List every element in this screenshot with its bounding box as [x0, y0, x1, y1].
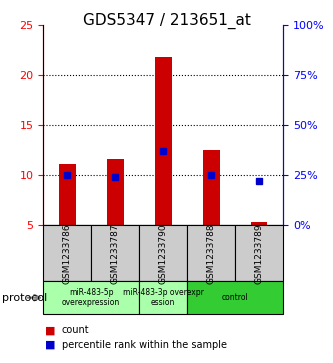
Text: ■: ■	[45, 340, 56, 350]
Bar	[155, 57, 171, 225]
Bar	[251, 222, 267, 225]
Text: GSM1233786: GSM1233786	[63, 223, 72, 284]
Text: GDS5347 / 213651_at: GDS5347 / 213651_at	[83, 13, 250, 29]
Bar	[203, 150, 219, 225]
Text: protocol: protocol	[2, 293, 47, 303]
Bar	[59, 164, 76, 225]
Text: miR-483-5p
overexpression: miR-483-5p overexpression	[62, 288, 120, 307]
Text: miR-483-3p overexpr
ession: miR-483-3p overexpr ession	[123, 288, 203, 307]
Bar	[107, 159, 124, 225]
Text: GSM1233789: GSM1233789	[254, 223, 264, 284]
Text: ■: ■	[45, 325, 56, 335]
Text: GSM1233787: GSM1233787	[111, 223, 120, 284]
Text: control: control	[222, 293, 248, 302]
Text: GSM1233788: GSM1233788	[206, 223, 216, 284]
Text: percentile rank within the sample: percentile rank within the sample	[62, 340, 226, 350]
Text: GSM1233790: GSM1233790	[159, 223, 168, 284]
Text: count: count	[62, 325, 89, 335]
